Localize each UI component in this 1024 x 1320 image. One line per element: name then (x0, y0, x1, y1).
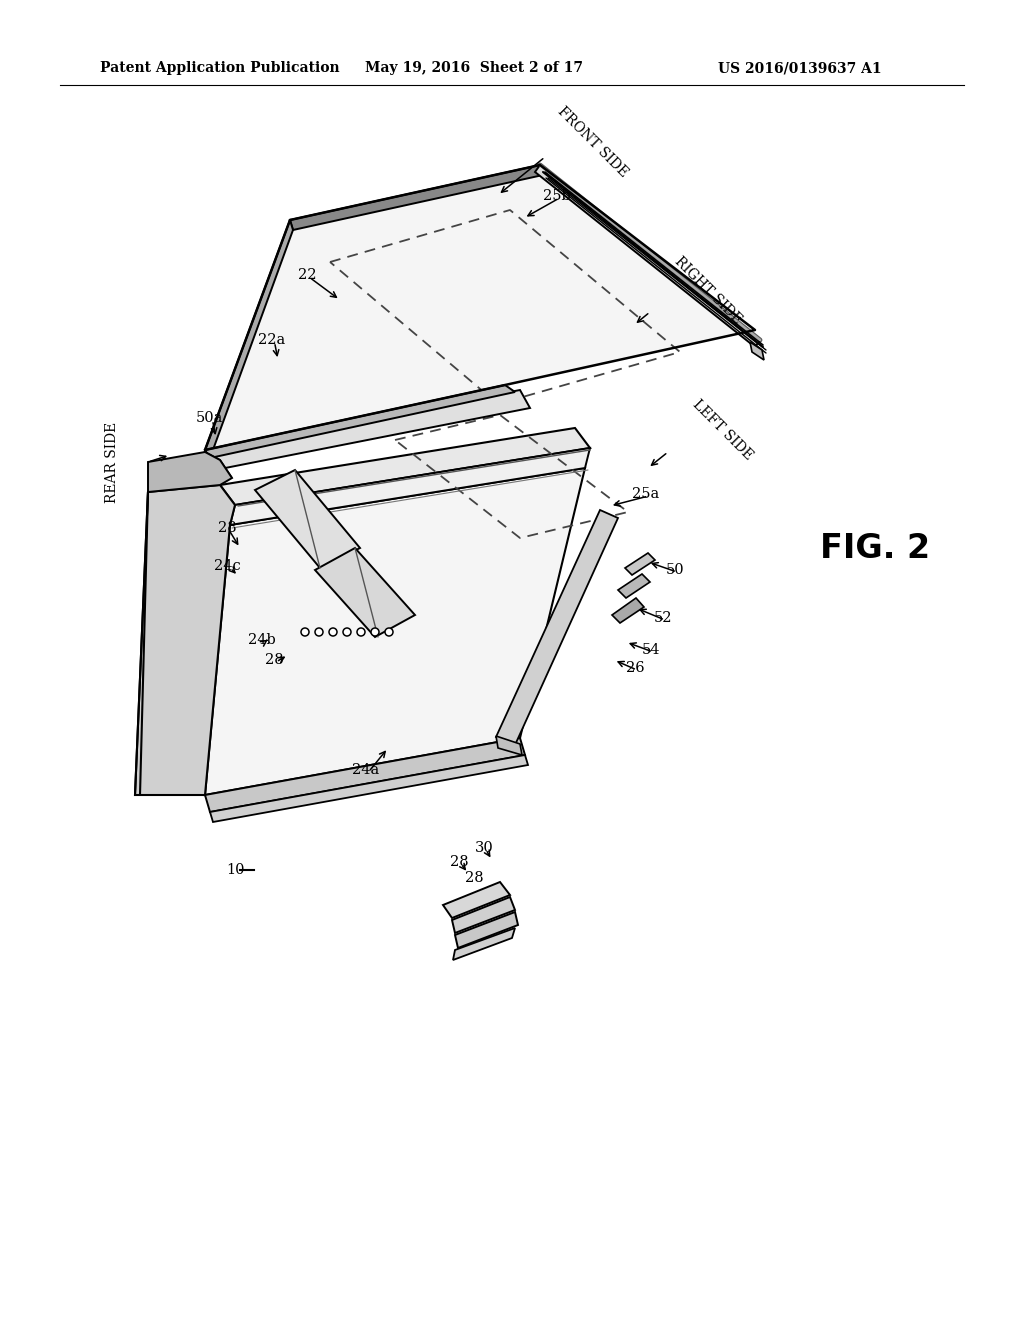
Text: 24a: 24a (352, 763, 379, 777)
Circle shape (357, 628, 365, 636)
Circle shape (315, 628, 323, 636)
Polygon shape (453, 928, 515, 960)
Text: US 2016/0139637 A1: US 2016/0139637 A1 (718, 61, 882, 75)
Text: 50a: 50a (196, 411, 223, 425)
Text: 22a: 22a (258, 333, 286, 347)
Text: 24b: 24b (248, 634, 275, 647)
Text: 26: 26 (626, 661, 645, 675)
Polygon shape (220, 428, 590, 506)
Polygon shape (315, 548, 415, 638)
Polygon shape (205, 389, 530, 470)
Text: May 19, 2016  Sheet 2 of 17: May 19, 2016 Sheet 2 of 17 (365, 61, 583, 75)
Text: FRONT SIDE: FRONT SIDE (555, 104, 631, 180)
Text: 54: 54 (642, 643, 660, 657)
Polygon shape (148, 451, 232, 492)
Text: 22: 22 (298, 268, 316, 282)
Polygon shape (496, 737, 522, 755)
Polygon shape (618, 574, 650, 598)
Circle shape (329, 628, 337, 636)
Circle shape (371, 628, 379, 636)
Polygon shape (625, 553, 655, 576)
Text: FIG. 2: FIG. 2 (820, 532, 930, 565)
Polygon shape (205, 220, 293, 458)
Polygon shape (205, 738, 525, 812)
Text: 52: 52 (654, 611, 673, 624)
Polygon shape (205, 451, 232, 478)
Text: 50: 50 (666, 564, 685, 577)
Text: 25a: 25a (632, 487, 659, 502)
Polygon shape (455, 912, 518, 948)
Polygon shape (535, 165, 760, 347)
Text: 28: 28 (265, 653, 284, 667)
Polygon shape (205, 385, 515, 458)
Text: 28: 28 (218, 521, 237, 535)
Polygon shape (750, 342, 764, 360)
Text: 28: 28 (450, 855, 469, 869)
Polygon shape (452, 898, 515, 933)
Polygon shape (443, 882, 510, 917)
Polygon shape (290, 165, 543, 230)
Polygon shape (230, 447, 590, 525)
Circle shape (385, 628, 393, 636)
Polygon shape (205, 165, 755, 450)
Text: Patent Application Publication: Patent Application Publication (100, 61, 340, 75)
Polygon shape (255, 470, 360, 568)
Text: 10: 10 (226, 863, 245, 876)
Polygon shape (612, 598, 644, 623)
Circle shape (343, 628, 351, 636)
Text: LEFT SIDE: LEFT SIDE (690, 397, 756, 463)
Text: 28: 28 (465, 871, 483, 884)
Text: 25b: 25b (543, 189, 570, 203)
Text: RIGHT SIDE: RIGHT SIDE (672, 253, 744, 326)
Polygon shape (205, 469, 585, 795)
Polygon shape (135, 484, 234, 795)
Text: REAR SIDE: REAR SIDE (105, 421, 119, 503)
Circle shape (301, 628, 309, 636)
Text: 30: 30 (475, 841, 494, 855)
Text: 24c: 24c (214, 558, 241, 573)
Polygon shape (210, 755, 528, 822)
Polygon shape (496, 510, 618, 744)
